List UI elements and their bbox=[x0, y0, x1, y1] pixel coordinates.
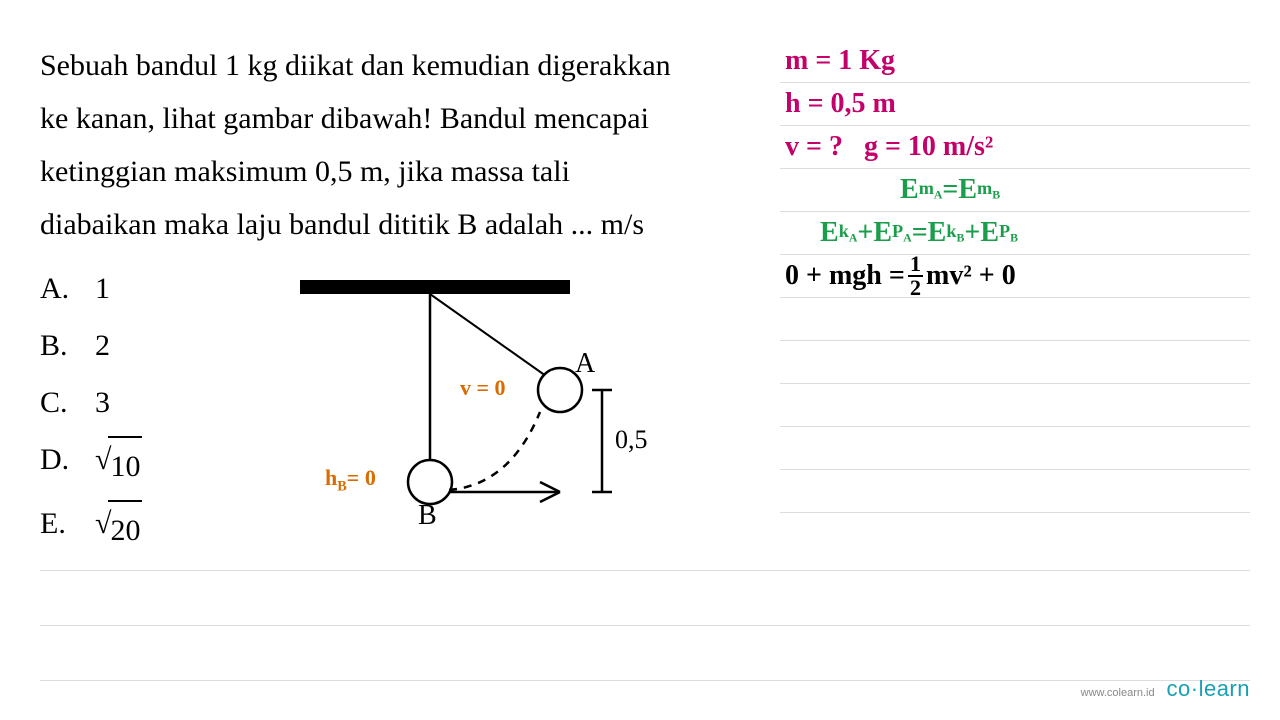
given-m: m = 1 Kg bbox=[780, 40, 1250, 83]
answer-A: A. 1 bbox=[40, 260, 240, 317]
diagram-label-A: A bbox=[575, 348, 595, 380]
answer-D: D. √10 bbox=[40, 431, 240, 495]
problem-line-2: ke kanan, lihat gambar dibawah! Bandul m… bbox=[40, 93, 760, 144]
annotation-v-zero: v = 0 bbox=[460, 375, 506, 401]
problem-text: Sebuah bandul 1 kg diikat dan kemudian d… bbox=[40, 40, 760, 250]
pendulum-diagram: A B 0,5 v = 0 hB= 0 bbox=[240, 260, 640, 540]
equation-substituted: 0 + mgh = 12mv² + 0 bbox=[780, 255, 1250, 298]
page-rule bbox=[40, 625, 1250, 626]
page-rule bbox=[40, 680, 1250, 681]
problem-line-4: diabaikan maka laju bandul dititik B ada… bbox=[40, 199, 760, 250]
problem-line-1: Sebuah bandul 1 kg diikat dan kemudian d… bbox=[40, 40, 760, 91]
problem-line-3: ketinggian maksimum 0,5 m, jika massa ta… bbox=[40, 146, 760, 197]
given-h: h = 0,5 m bbox=[780, 83, 1250, 126]
page-rule bbox=[40, 570, 1250, 571]
answer-E: E. √20 bbox=[40, 495, 240, 559]
annotation-hb-zero: hB= 0 bbox=[325, 465, 376, 495]
equation-energy-conservation: EmA = EmB bbox=[780, 169, 1250, 212]
diagram-height: 0,5 bbox=[615, 425, 648, 455]
sqrt-icon: √20 bbox=[95, 495, 142, 559]
answer-C: C. 3 bbox=[40, 374, 240, 431]
equation-energy-expanded: EkA + EPA = EkB + EPB bbox=[780, 212, 1250, 255]
sqrt-icon: √10 bbox=[95, 431, 142, 495]
answer-B: B. 2 bbox=[40, 317, 240, 374]
footer-brand: www.colearn.id co·learn bbox=[1081, 676, 1250, 702]
answer-list: A. 1 B. 2 C. 3 D. √10 E. √20 bbox=[40, 260, 240, 559]
diagram-label-B: B bbox=[418, 500, 437, 532]
worked-solution: m = 1 Kg h = 0,5 m v = ? g = 10 m/s² EmA… bbox=[760, 40, 1250, 559]
given-vg: v = ? g = 10 m/s² bbox=[780, 126, 1250, 169]
